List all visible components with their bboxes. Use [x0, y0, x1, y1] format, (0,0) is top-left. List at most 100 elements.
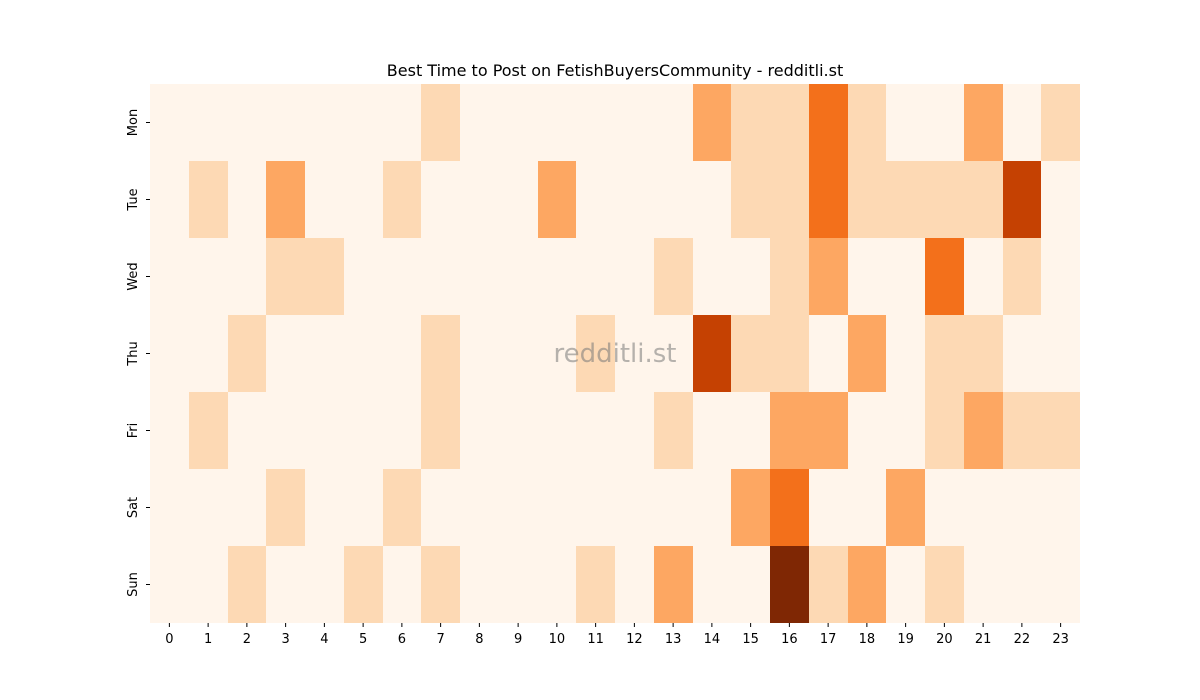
heatmap-cell-sun-4 [305, 546, 344, 623]
heatmap-cell-sun-9 [499, 546, 538, 623]
heatmap-cell-wed-9 [499, 238, 538, 315]
heatmap-cell-mon-18 [848, 84, 886, 161]
heatmap-cell-thu-8 [460, 315, 499, 392]
heatmap-cell-sun-8 [460, 546, 499, 623]
heatmap-cell-thu-12 [615, 315, 654, 392]
heatmap-cell-mon-14 [693, 84, 731, 161]
heatmap-cell-fri-17 [809, 392, 848, 469]
heatmap-cell-sat-0 [150, 469, 189, 546]
heatmap-cell-wed-16 [770, 238, 809, 315]
heatmap-cell-wed-21 [964, 238, 1003, 315]
heatmap-cell-tue-19 [886, 161, 925, 238]
heatmap-cell-thu-16 [770, 315, 809, 392]
heatmap-cell-wed-2 [228, 238, 266, 315]
heatmap-cell-sun-12 [615, 546, 654, 623]
heatmap-cell-sat-23 [1041, 469, 1080, 546]
heatmap-cell-fri-9 [499, 392, 538, 469]
heatmap-cell-sun-23 [1041, 546, 1080, 623]
heatmap-cell-tue-12 [615, 161, 654, 238]
heatmap-cells [150, 84, 1080, 623]
y-tick-label: Mon [126, 109, 141, 136]
heatmap-cell-fri-20 [925, 392, 964, 469]
heatmap-cell-mon-1 [189, 84, 228, 161]
heatmap-cell-tue-21 [964, 161, 1003, 238]
x-tick-label: 19 [897, 632, 914, 647]
x-tick-label: 14 [704, 632, 721, 647]
heatmap-cell-thu-13 [654, 315, 693, 392]
x-tick-label: 2 [243, 632, 251, 647]
x-tick-label: 1 [204, 632, 212, 647]
x-tick-label: 18 [859, 632, 876, 647]
x-tick-label: 9 [514, 632, 522, 647]
heatmap-cell-mon-10 [538, 84, 576, 161]
x-tick-label: 23 [1052, 632, 1069, 647]
heatmap-cell-mon-0 [150, 84, 189, 161]
heatmap-cell-mon-8 [460, 84, 499, 161]
heatmap-cell-fri-22 [1003, 392, 1041, 469]
heatmap-cell-sun-20 [925, 546, 964, 623]
heatmap-cell-tue-9 [499, 161, 538, 238]
heatmap-cell-fri-15 [731, 392, 770, 469]
heatmap-cell-sat-18 [848, 469, 886, 546]
heatmap-cell-fri-18 [848, 392, 886, 469]
x-axis-ticks: 0 1 2 3 4 5 6 7 8 9 10 11 12 13 14 15 16 17 18 19 20 21 22 23 [165, 623, 1069, 647]
heatmap-cell-fri-16 [770, 392, 809, 469]
heatmap-cell-tue-15 [731, 161, 770, 238]
heatmap-cell-mon-19 [886, 84, 925, 161]
heatmap-cell-wed-4 [305, 238, 344, 315]
heatmap-cell-mon-15 [731, 84, 770, 161]
heatmap-cell-sat-4 [305, 469, 344, 546]
heatmap-cell-wed-20 [925, 238, 964, 315]
heatmap-cell-mon-23 [1041, 84, 1080, 161]
heatmap-cell-sat-21 [964, 469, 1003, 546]
heatmap-cell-thu-6 [383, 315, 421, 392]
heatmap-cell-thu-21 [964, 315, 1003, 392]
heatmap-cell-thu-17 [809, 315, 848, 392]
y-tick-label: Thu [126, 341, 141, 366]
heatmap-cell-sat-9 [499, 469, 538, 546]
heatmap-cell-thu-3 [266, 315, 305, 392]
heatmap-cell-thu-18 [848, 315, 886, 392]
heatmap-cell-tue-8 [460, 161, 499, 238]
y-tick-label: Wed [126, 262, 141, 290]
heatmap-cell-fri-19 [886, 392, 925, 469]
heatmap-cell-sun-6 [383, 546, 421, 623]
heatmap-cell-fri-21 [964, 392, 1003, 469]
heatmap-cell-tue-3 [266, 161, 305, 238]
heatmap-cell-tue-6 [383, 161, 421, 238]
x-tick-label: 6 [398, 632, 406, 647]
heatmap-cell-thu-1 [189, 315, 228, 392]
heatmap-cell-tue-20 [925, 161, 964, 238]
heatmap-cell-sat-10 [538, 469, 576, 546]
heatmap-cell-wed-3 [266, 238, 305, 315]
heatmap-cell-wed-17 [809, 238, 848, 315]
heatmap-cell-fri-6 [383, 392, 421, 469]
heatmap-cell-wed-10 [538, 238, 576, 315]
heatmap-cell-fri-3 [266, 392, 305, 469]
heatmap-cell-mon-21 [964, 84, 1003, 161]
heatmap-cell-sun-19 [886, 546, 925, 623]
heatmap-cell-wed-22 [1003, 238, 1041, 315]
heatmap-cell-sun-14 [693, 546, 731, 623]
heatmap-cell-sun-18 [848, 546, 886, 623]
heatmap-cell-tue-1 [189, 161, 228, 238]
y-tick-label: Sun [126, 572, 141, 597]
heatmap-cell-wed-15 [731, 238, 770, 315]
heatmap-cell-tue-11 [576, 161, 615, 238]
heatmap-cell-sat-1 [189, 469, 228, 546]
heatmap-cell-tue-23 [1041, 161, 1080, 238]
heatmap-cell-sat-19 [886, 469, 925, 546]
heatmap-cell-sat-14 [693, 469, 731, 546]
watermark: redditli.st [554, 339, 677, 369]
heatmap-cell-wed-13 [654, 238, 693, 315]
heatmap-cell-sat-5 [344, 469, 383, 546]
heatmap-cell-sun-2 [228, 546, 266, 623]
heatmap-cell-sun-7 [421, 546, 460, 623]
heatmap-cell-fri-23 [1041, 392, 1080, 469]
heatmap-cell-thu-2 [228, 315, 266, 392]
heatmap-cell-sat-20 [925, 469, 964, 546]
heatmap-cell-sat-17 [809, 469, 848, 546]
heatmap-cell-mon-7 [421, 84, 460, 161]
heatmap-cell-sun-17 [809, 546, 848, 623]
